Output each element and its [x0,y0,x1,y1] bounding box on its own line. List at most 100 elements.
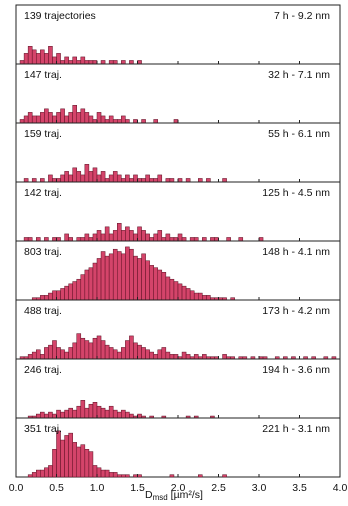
histogram-bar [165,351,171,360]
histogram-bar [48,174,53,183]
histogram-bar [80,337,86,360]
histogram-bar [76,446,82,478]
histogram-bar [60,411,65,419]
histogram-bar [68,237,73,242]
histogram-bar [56,290,61,301]
histogram-bar [198,474,203,478]
histogram-bar [226,237,231,242]
histogram-panel: 142 traj. 125 h - 4.5 nm [15,181,341,242]
histogram-bar [100,171,106,183]
histogram-bar [133,255,138,301]
histogram-bar [52,340,57,360]
histogram-bar [40,178,45,183]
histogram-panel: 803 traj. 148 h - 4.1 nm [15,240,341,301]
x-axis-label: Dmsd [µm²/s] [145,489,203,502]
panel-condition-label: 125 h - 4.5 nm [262,187,330,199]
histogram-bar [104,255,110,301]
histogram-bar [48,411,53,419]
histogram-bar [222,178,227,183]
histogram-bar [189,290,195,301]
histogram-bar [36,237,41,242]
histogram-bar [149,178,154,183]
histogram-bar [125,119,130,124]
histogram-bar [108,174,114,183]
histogram-bar [36,115,41,124]
histogram-bar [137,474,142,478]
panel-condition-label: 173 h - 4.2 nm [262,305,330,317]
histogram-bar [40,354,45,360]
histogram-bar [112,349,118,360]
histogram-bar [117,223,122,242]
histogram-bar [92,402,98,419]
histogram-bar [169,237,175,242]
histogram-bar [88,267,94,301]
histogram-bar [19,60,25,65]
histogram-bar [202,354,207,360]
histogram-bar [52,56,57,65]
histogram-bar [72,409,77,419]
histogram-bar [104,226,110,242]
histogram-bar [60,174,65,183]
histogram-bar [173,237,179,242]
histogram-bar [108,253,114,301]
histogram-bar [185,354,191,360]
panel-count-label: 488 traj. [24,305,62,317]
panels-group: 139 trajectories 7 h - 9.2 nm 147 traj. 32 … [15,4,341,478]
histogram-bar [157,269,163,301]
x-tick-label: 0.0 [9,482,24,494]
histogram-bar [112,119,118,124]
histogram-bar [56,430,61,478]
histogram-bar [121,474,126,478]
panel-condition-label: 221 h - 3.1 nm [262,423,330,435]
panel-count-label: 142 traj. [24,187,62,199]
histogram-bar [40,49,45,65]
histogram-bar [96,258,102,301]
histogram-bar [88,451,94,478]
histogram-bar [121,60,126,65]
histogram-bar [198,292,203,301]
histogram-bar [92,337,98,360]
panel-condition-label: 7 h - 9.2 nm [274,10,330,22]
histogram-bar [52,237,57,242]
histogram-bar [68,407,73,419]
histogram-bar [202,237,207,242]
histogram-bar [161,347,167,360]
histogram-bar [84,340,90,360]
histogram-bar [64,115,69,124]
histogram-bar [72,105,77,124]
histogram-bar [68,112,73,124]
histogram-bar [145,349,150,360]
histogram-bar [100,115,106,124]
histogram-bar [157,174,163,183]
histogram-bar [137,344,142,360]
histogram-bar [117,474,122,478]
histogram-bar [80,444,86,478]
histogram-bar [92,119,98,124]
histogram-bar [165,233,171,242]
x-tick-label: 0.5 [49,482,64,494]
histogram-bar [64,285,69,301]
histogram-bar [125,474,130,478]
histogram-bar [80,174,86,183]
histogram-bar [48,292,53,301]
histogram-bar [121,409,126,419]
histogram-bar [145,174,150,183]
histogram-bar [133,342,138,360]
histogram-bar [222,354,227,360]
histogram-bar [185,288,191,301]
histogram-bar [96,174,102,183]
histogram-bar [48,344,53,360]
panel-condition-label: 148 h - 4.1 nm [262,246,330,258]
histogram-bar [64,171,69,183]
histogram-bar [210,237,215,242]
histogram-bar [173,281,179,301]
panel-count-label: 351 traj. [24,423,62,435]
histogram-bar [108,115,114,124]
x-axis-label-main: D [145,489,153,501]
histogram-bar [88,171,94,183]
histogram-bar [129,60,134,65]
histogram-bar [121,347,126,360]
histogram-bar [129,178,134,183]
histogram-bar [60,349,65,360]
